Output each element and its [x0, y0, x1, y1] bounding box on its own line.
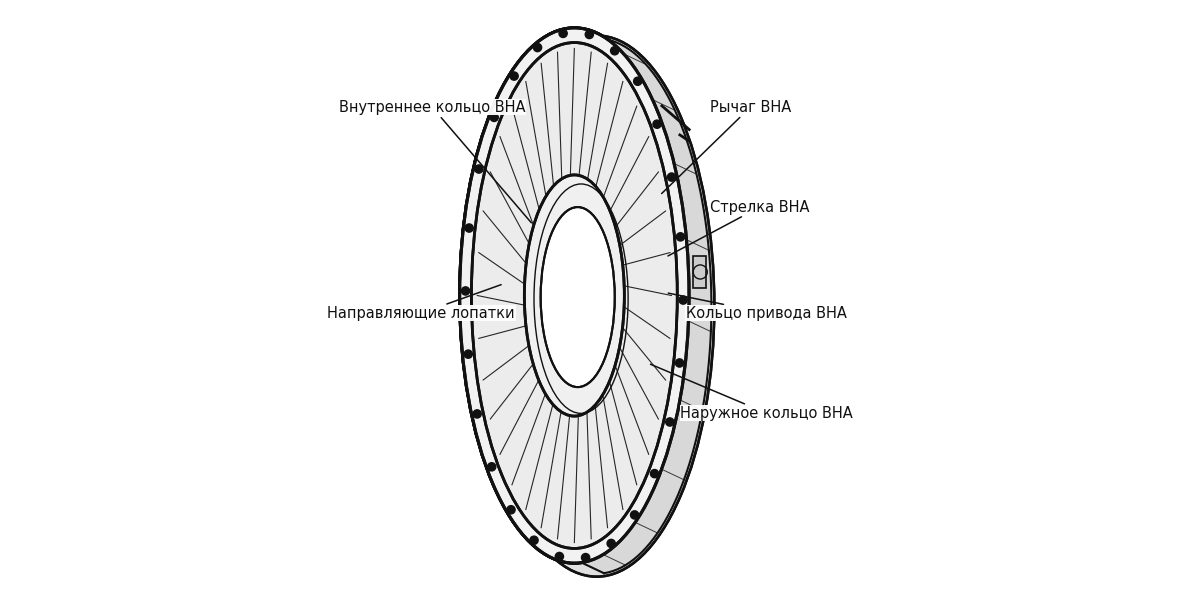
Bar — [693, 256, 706, 288]
Circle shape — [488, 463, 496, 471]
Text: Рычаг ВНА: Рычаг ВНА — [662, 100, 791, 194]
Circle shape — [507, 506, 515, 514]
Ellipse shape — [471, 43, 677, 548]
Text: Внутреннее кольцо ВНА: Внутреннее кольцо ВНА — [339, 100, 532, 223]
Text: Направляющие лопатки: Направляющие лопатки — [327, 285, 515, 321]
Circle shape — [464, 350, 472, 358]
Ellipse shape — [459, 28, 689, 563]
Text: Стрелка ВНА: Стрелка ВНА — [668, 200, 809, 256]
Text: Наружное кольцо ВНА: Наружное кольцо ВНА — [650, 364, 852, 421]
Polygon shape — [581, 28, 712, 573]
Circle shape — [611, 47, 619, 55]
Ellipse shape — [459, 28, 689, 563]
Ellipse shape — [459, 28, 689, 563]
Circle shape — [475, 165, 483, 173]
Circle shape — [631, 511, 638, 519]
Ellipse shape — [480, 35, 714, 577]
Circle shape — [581, 554, 590, 561]
Circle shape — [555, 553, 564, 561]
Circle shape — [534, 43, 541, 51]
Circle shape — [650, 469, 658, 478]
Circle shape — [510, 72, 519, 80]
Circle shape — [652, 120, 661, 128]
Circle shape — [665, 418, 674, 426]
Circle shape — [559, 30, 567, 37]
Text: Кольцо привода ВНА: Кольцо привода ВНА — [668, 293, 847, 321]
Circle shape — [607, 540, 616, 548]
Ellipse shape — [471, 43, 677, 548]
Circle shape — [462, 287, 470, 295]
Circle shape — [633, 77, 642, 85]
Circle shape — [490, 113, 498, 122]
Circle shape — [530, 536, 539, 544]
Circle shape — [676, 233, 684, 241]
Circle shape — [680, 296, 687, 304]
Circle shape — [668, 173, 676, 181]
Ellipse shape — [541, 207, 614, 387]
Circle shape — [675, 359, 683, 367]
Circle shape — [585, 30, 593, 38]
Circle shape — [474, 410, 481, 418]
Circle shape — [465, 224, 474, 232]
Ellipse shape — [525, 175, 624, 416]
